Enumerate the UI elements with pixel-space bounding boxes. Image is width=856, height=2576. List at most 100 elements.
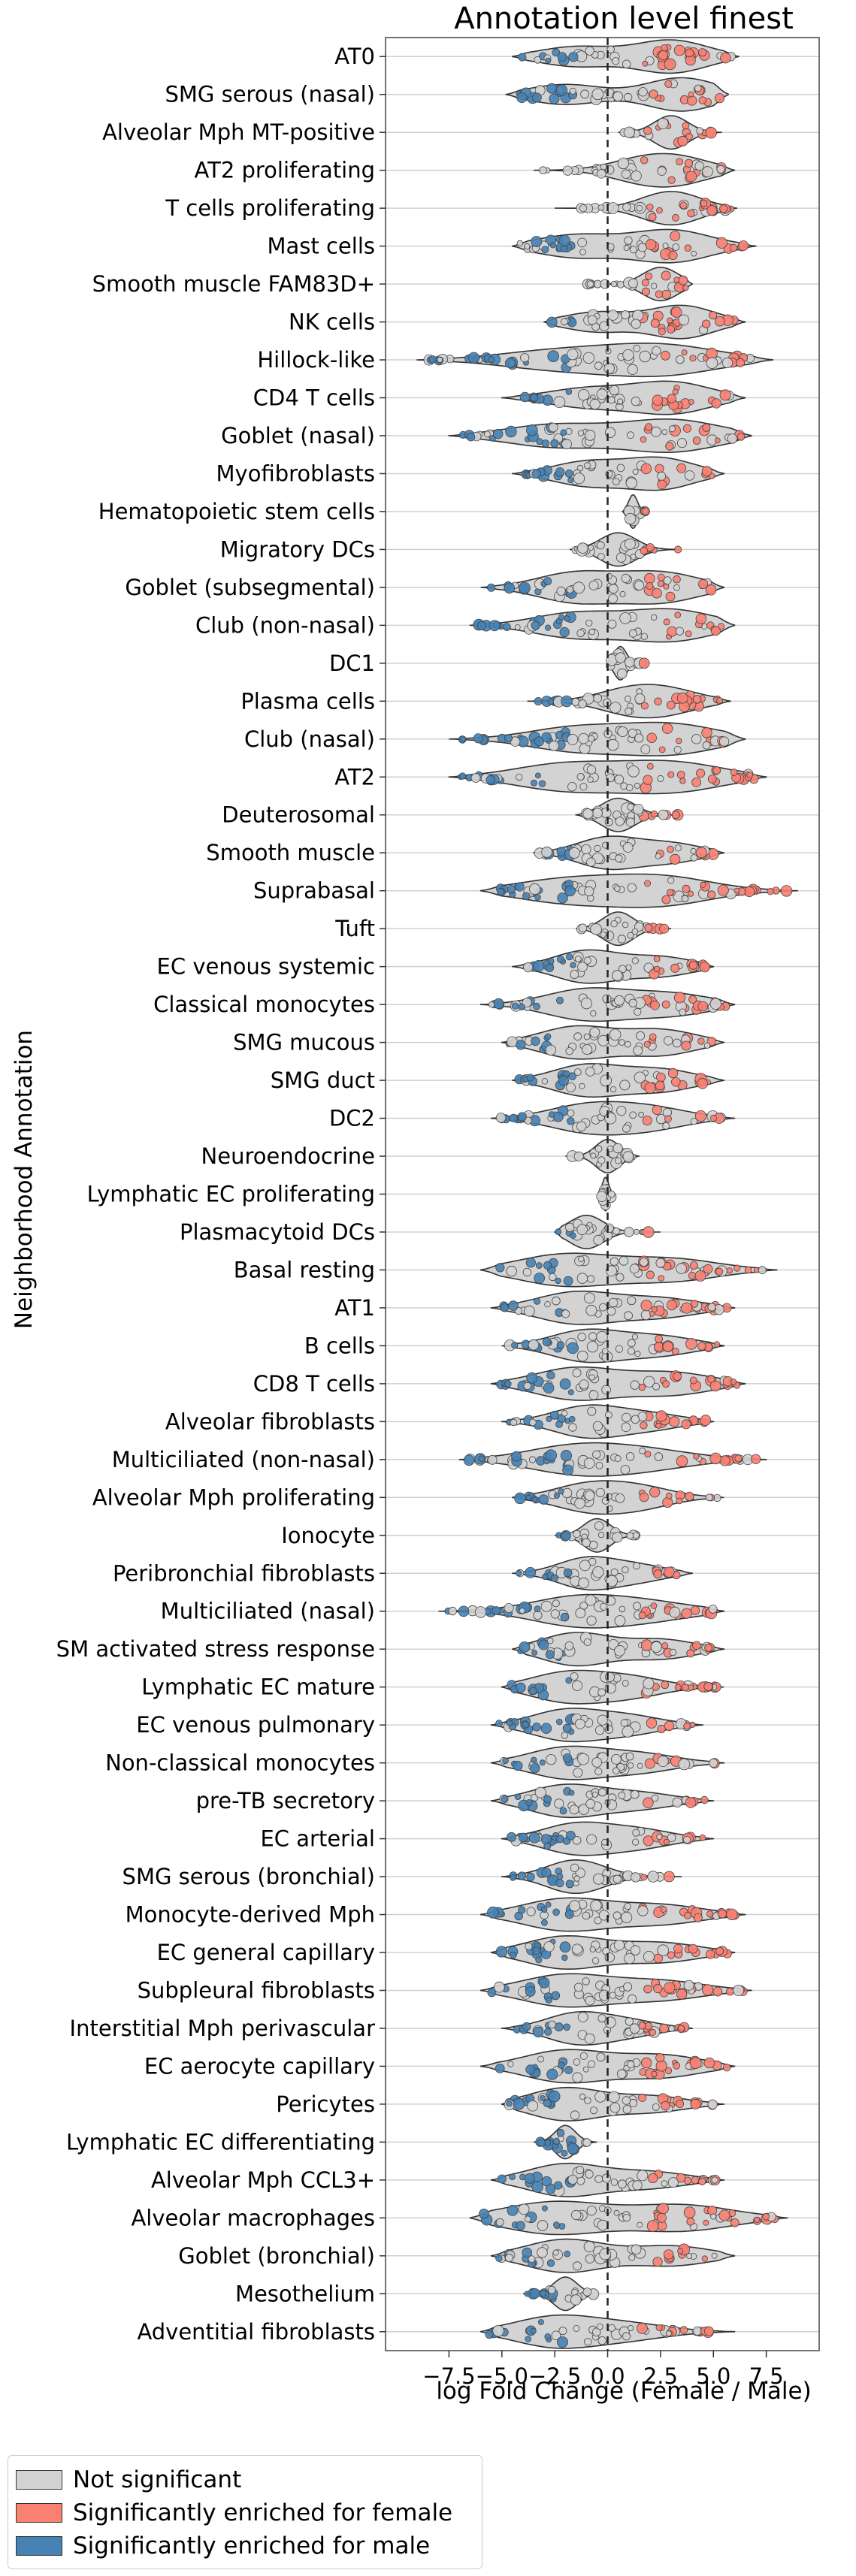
data-point — [691, 734, 702, 744]
data-point — [640, 1639, 653, 1651]
data-point — [663, 1838, 670, 1846]
data-point — [603, 363, 615, 374]
data-point — [566, 1831, 576, 1841]
ytick-label-t-cells-proliferating: T cells proliferating — [165, 195, 375, 221]
data-point — [655, 464, 664, 473]
data-point — [703, 1042, 711, 1049]
data-point — [639, 1492, 649, 1502]
data-point — [606, 1265, 617, 1277]
xtick-label: 7.5 — [749, 2363, 784, 2389]
data-point — [619, 590, 626, 597]
data-point — [604, 2016, 616, 2028]
data-point — [553, 396, 566, 409]
data-point — [694, 1270, 706, 1282]
ytick-label-sm-activated-stress-response: SM activated stress response — [56, 1636, 375, 1662]
data-point — [576, 464, 584, 472]
data-point — [554, 2022, 564, 2032]
data-point — [543, 1382, 555, 1394]
data-point — [707, 1303, 716, 1312]
ytick-label-cd4-t-cells: CD4 T cells — [253, 385, 375, 411]
data-point — [655, 853, 661, 859]
data-point — [670, 853, 681, 865]
data-point — [649, 2028, 657, 2036]
data-point — [667, 394, 676, 403]
data-point — [564, 1910, 574, 1919]
data-point — [518, 1003, 525, 1010]
data-point — [562, 1753, 573, 1763]
data-point — [495, 1113, 507, 1123]
data-point — [561, 2149, 568, 2157]
data-point — [587, 315, 597, 325]
data-point — [577, 2012, 588, 2022]
ytick-label-adventitial-fibroblasts: Adventitial fibroblasts — [137, 2319, 375, 2345]
data-point — [525, 2064, 536, 2075]
data-point — [567, 1110, 575, 1117]
data-point — [492, 2325, 504, 2337]
data-point — [540, 1723, 552, 1734]
data-point — [596, 2052, 606, 2062]
data-point — [624, 1902, 631, 1910]
data-point — [592, 1873, 604, 1885]
data-point — [657, 471, 667, 481]
data-point — [665, 2330, 672, 2337]
data-point — [607, 1190, 616, 1198]
data-point — [547, 2285, 556, 2294]
data-point — [673, 575, 681, 584]
violin-pre-tb-secretory — [490, 1783, 715, 1819]
data-point — [767, 887, 774, 895]
data-point — [622, 842, 634, 853]
data-point — [620, 1719, 629, 1727]
data-point — [614, 1615, 626, 1626]
data-point — [573, 2058, 581, 2066]
data-point — [585, 1067, 595, 1077]
data-point — [673, 545, 682, 554]
data-point — [653, 1953, 663, 1964]
data-point — [685, 171, 697, 183]
data-point — [627, 1339, 636, 1348]
data-point — [637, 1762, 643, 1769]
data-point — [578, 923, 588, 933]
ytick-label-plasmacytoid-dcs: Plasmacytoid DCs — [180, 1219, 375, 1245]
data-point — [625, 2017, 634, 2026]
data-point — [528, 1456, 537, 1463]
data-point — [589, 1027, 600, 1038]
data-point — [644, 923, 653, 932]
data-point — [702, 166, 713, 177]
data-point — [554, 1798, 564, 1809]
data-point — [722, 2063, 731, 2072]
data-point — [664, 2067, 673, 2075]
data-point — [623, 1982, 633, 1992]
data-point — [703, 1264, 713, 1274]
ytick-label-tuft: Tuft — [334, 916, 375, 941]
data-point — [655, 1410, 667, 1422]
data-point — [729, 243, 738, 252]
ytick-label-goblet-bronchial: Goblet (bronchial) — [178, 2243, 375, 2269]
data-point — [617, 935, 627, 944]
data-point — [506, 1720, 513, 1726]
data-point — [571, 2209, 582, 2221]
data-point — [585, 2254, 595, 2264]
data-point — [661, 350, 670, 361]
data-point — [709, 1758, 718, 1768]
data-point — [596, 388, 608, 400]
data-point — [573, 1983, 583, 1992]
data-point — [625, 784, 634, 792]
data-point — [655, 1080, 665, 1091]
xtick-label: −7.5 — [422, 2363, 475, 2389]
data-point — [562, 1464, 574, 1476]
data-point — [597, 1034, 609, 1046]
data-point — [558, 234, 570, 247]
data-point — [673, 745, 682, 754]
data-point — [697, 1001, 709, 1012]
data-point — [628, 1994, 637, 2004]
data-point — [531, 1496, 538, 1503]
data-point — [744, 1266, 752, 1274]
data-point — [620, 1465, 631, 1475]
data-point — [627, 1762, 634, 1769]
data-point — [695, 613, 707, 624]
data-point — [504, 582, 516, 594]
data-point — [522, 2022, 531, 2031]
data-point — [604, 1952, 615, 1963]
data-point — [534, 1786, 546, 1798]
data-point — [679, 201, 688, 210]
